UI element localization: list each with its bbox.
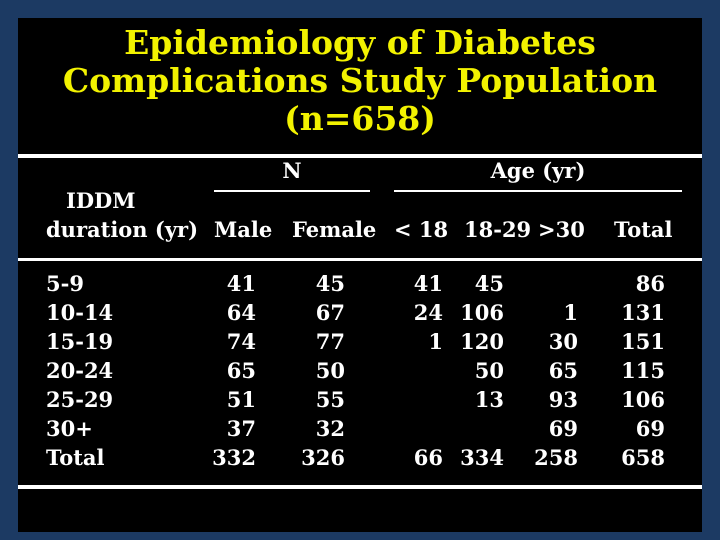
cell-18-29: 334	[460, 445, 504, 470]
cell-female: 50	[315, 358, 345, 383]
cell-over-30: 258	[534, 445, 578, 470]
cell-female: 55	[315, 387, 345, 412]
cell-total: 69	[635, 416, 665, 441]
row-label: 15-19	[46, 329, 114, 354]
row-label: 25-29	[46, 387, 114, 412]
table-bottom-rule	[18, 485, 702, 489]
row-label: 30+	[46, 416, 93, 441]
row-label: 5-9	[46, 271, 84, 296]
cell-male: 65	[226, 358, 256, 383]
title-line-1: Epidemiology of Diabetes	[124, 23, 596, 62]
cell-female: 77	[315, 329, 345, 354]
cell-18-29: 45	[474, 271, 504, 296]
title-line-2: Complications Study Population	[62, 61, 658, 100]
slide-title: Epidemiology of Diabetes Complications S…	[18, 24, 702, 138]
column-header-female: Female	[292, 217, 377, 242]
group-header-n: N	[282, 158, 302, 183]
row-header-line-1: IDDM	[66, 188, 136, 213]
cell-over-30: 69	[548, 416, 578, 441]
cell-over-30: 1	[563, 300, 578, 325]
column-header-under-18: < 18	[394, 217, 449, 242]
cell-total: 86	[635, 271, 665, 296]
cell-under-18: 24	[413, 300, 443, 325]
cell-under-18: 66	[413, 445, 443, 470]
cell-18-29: 106	[460, 300, 504, 325]
cell-under-18: 41	[413, 271, 443, 296]
cell-male: 51	[226, 387, 256, 412]
column-header-18-29: 18-29	[464, 217, 532, 242]
table-top-rule	[18, 154, 702, 158]
row-label: Total	[46, 445, 105, 470]
cell-18-29: 50	[474, 358, 504, 383]
cell-male: 74	[226, 329, 256, 354]
group-header-age: Age (yr)	[490, 158, 586, 183]
cell-over-30: 30	[548, 329, 578, 354]
cell-total: 658	[621, 445, 665, 470]
cell-male: 41	[226, 271, 256, 296]
cell-total: 106	[621, 387, 665, 412]
title-line-3: (n=658)	[284, 99, 436, 138]
cell-male: 64	[226, 300, 256, 325]
cell-male: 332	[212, 445, 256, 470]
group-underline-n	[214, 190, 370, 192]
group-underline-age	[394, 190, 682, 192]
column-header-total: Total	[614, 217, 673, 242]
column-header-over-30: >30	[538, 217, 585, 242]
table-header-rule	[18, 258, 702, 261]
cell-total: 115	[621, 358, 665, 383]
cell-female: 32	[315, 416, 345, 441]
cell-under-18: 1	[428, 329, 443, 354]
cell-female: 326	[301, 445, 345, 470]
cell-female: 67	[315, 300, 345, 325]
row-label: 10-14	[46, 300, 114, 325]
slide: Epidemiology of Diabetes Complications S…	[18, 18, 702, 532]
cell-male: 37	[226, 416, 256, 441]
cell-total: 151	[621, 329, 665, 354]
cell-over-30: 65	[548, 358, 578, 383]
cell-total: 131	[621, 300, 665, 325]
column-header-male: Male	[214, 217, 273, 242]
cell-female: 45	[315, 271, 345, 296]
row-header-line-2: duration (yr)	[46, 217, 199, 242]
row-label: 20-24	[46, 358, 114, 383]
cell-18-29: 120	[460, 329, 504, 354]
cell-18-29: 13	[474, 387, 504, 412]
cell-over-30: 93	[548, 387, 578, 412]
